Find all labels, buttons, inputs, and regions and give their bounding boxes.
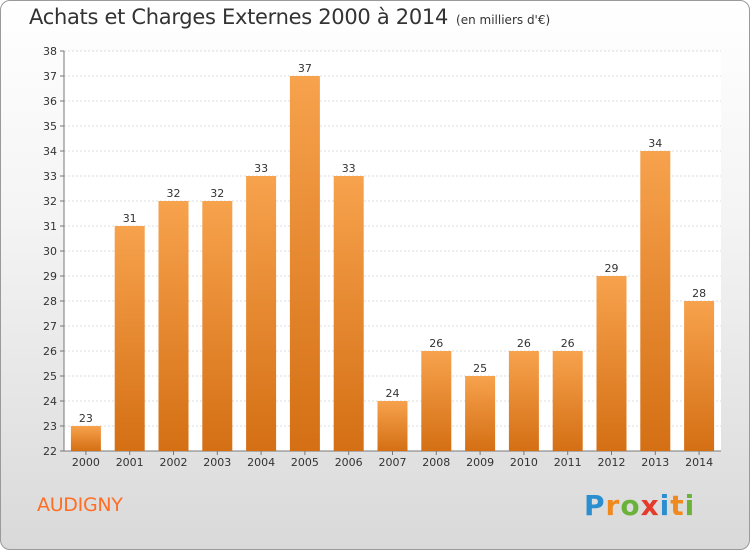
logo-letter: i <box>659 489 671 522</box>
y-tick-label: 27 <box>43 320 57 333</box>
data-label-2001: 31 <box>123 212 137 225</box>
x-tick-label-2012: 2012 <box>598 456 626 469</box>
x-tick-label-2009: 2009 <box>466 456 494 469</box>
x-tick-label-2008: 2008 <box>422 456 450 469</box>
x-tick-label-2004: 2004 <box>247 456 275 469</box>
data-label-2006: 33 <box>342 162 356 175</box>
data-label-2012: 29 <box>605 262 619 275</box>
bar-2007 <box>377 401 408 451</box>
bar-2002 <box>158 201 189 451</box>
data-label-2000: 23 <box>79 412 93 425</box>
x-tick-label-2001: 2001 <box>116 456 144 469</box>
data-label-2009: 25 <box>473 362 487 375</box>
data-label-2014: 28 <box>692 287 706 300</box>
bar-2000 <box>70 426 101 451</box>
bar-2010 <box>508 351 539 451</box>
bar-2004 <box>246 176 277 451</box>
chart-subtitle: (en milliers d'€) <box>456 13 551 27</box>
logo-letter: r <box>605 489 621 522</box>
y-tick-label: 35 <box>43 120 57 133</box>
logo-letter: o <box>620 489 641 522</box>
x-tick-label-2014: 2014 <box>685 456 713 469</box>
bar-2014 <box>684 301 715 451</box>
chart-title-block: Achats et Charges Externes 2000 à 2014 (e… <box>29 5 550 29</box>
data-label-2010: 26 <box>517 337 531 350</box>
bar-2006 <box>333 176 364 451</box>
data-label-2005: 37 <box>298 62 312 75</box>
y-tick-label: 37 <box>43 70 57 83</box>
y-tick-label: 34 <box>43 145 57 158</box>
data-label-2011: 26 <box>561 337 575 350</box>
bar-2008 <box>421 351 452 451</box>
proxiti-logo[interactable]: Proxiti <box>584 489 695 522</box>
bar-2011 <box>552 351 583 451</box>
x-tick-label-2007: 2007 <box>379 456 407 469</box>
data-label-2007: 24 <box>386 387 400 400</box>
bar-2003 <box>202 201 233 451</box>
data-label-2004: 33 <box>254 162 268 175</box>
chart-title: Achats et Charges Externes 2000 à 2014 <box>29 5 449 29</box>
x-tick-label-2002: 2002 <box>160 456 188 469</box>
bar-2005 <box>289 76 320 451</box>
y-tick-label: 38 <box>43 45 57 58</box>
bar-2009 <box>465 376 496 451</box>
y-tick-label: 24 <box>43 395 57 408</box>
y-tick-label: 32 <box>43 195 57 208</box>
x-tick-label-2000: 2000 <box>72 456 100 469</box>
y-tick-label: 29 <box>43 270 57 283</box>
x-tick-label-2010: 2010 <box>510 456 538 469</box>
data-label-2002: 32 <box>167 187 181 200</box>
data-label-2008: 26 <box>429 337 443 350</box>
y-tick-label: 31 <box>43 220 57 233</box>
data-label-2003: 32 <box>210 187 224 200</box>
data-label-2013: 34 <box>648 137 662 150</box>
y-tick-label: 30 <box>43 245 57 258</box>
logo-letter: P <box>584 489 606 522</box>
y-tick-label: 33 <box>43 170 57 183</box>
bar-2012 <box>596 276 627 451</box>
bar-2001 <box>114 226 145 451</box>
city-name: AUDIGNY <box>37 494 123 516</box>
bar-2013 <box>640 151 671 451</box>
x-tick-label-2005: 2005 <box>291 456 319 469</box>
y-tick-label: 23 <box>43 420 57 433</box>
y-tick-label: 25 <box>43 370 57 383</box>
logo-letter: i <box>684 489 696 522</box>
y-tick-label: 36 <box>43 95 57 108</box>
logo-letter: t <box>670 489 685 522</box>
y-tick-label: 22 <box>43 445 57 458</box>
y-tick-label: 28 <box>43 295 57 308</box>
x-tick-label-2006: 2006 <box>335 456 363 469</box>
x-tick-label-2003: 2003 <box>203 456 231 469</box>
logo-letter: x <box>640 489 660 522</box>
x-tick-label-2011: 2011 <box>554 456 582 469</box>
x-tick-label-2013: 2013 <box>641 456 669 469</box>
y-tick-label: 26 <box>43 345 57 358</box>
